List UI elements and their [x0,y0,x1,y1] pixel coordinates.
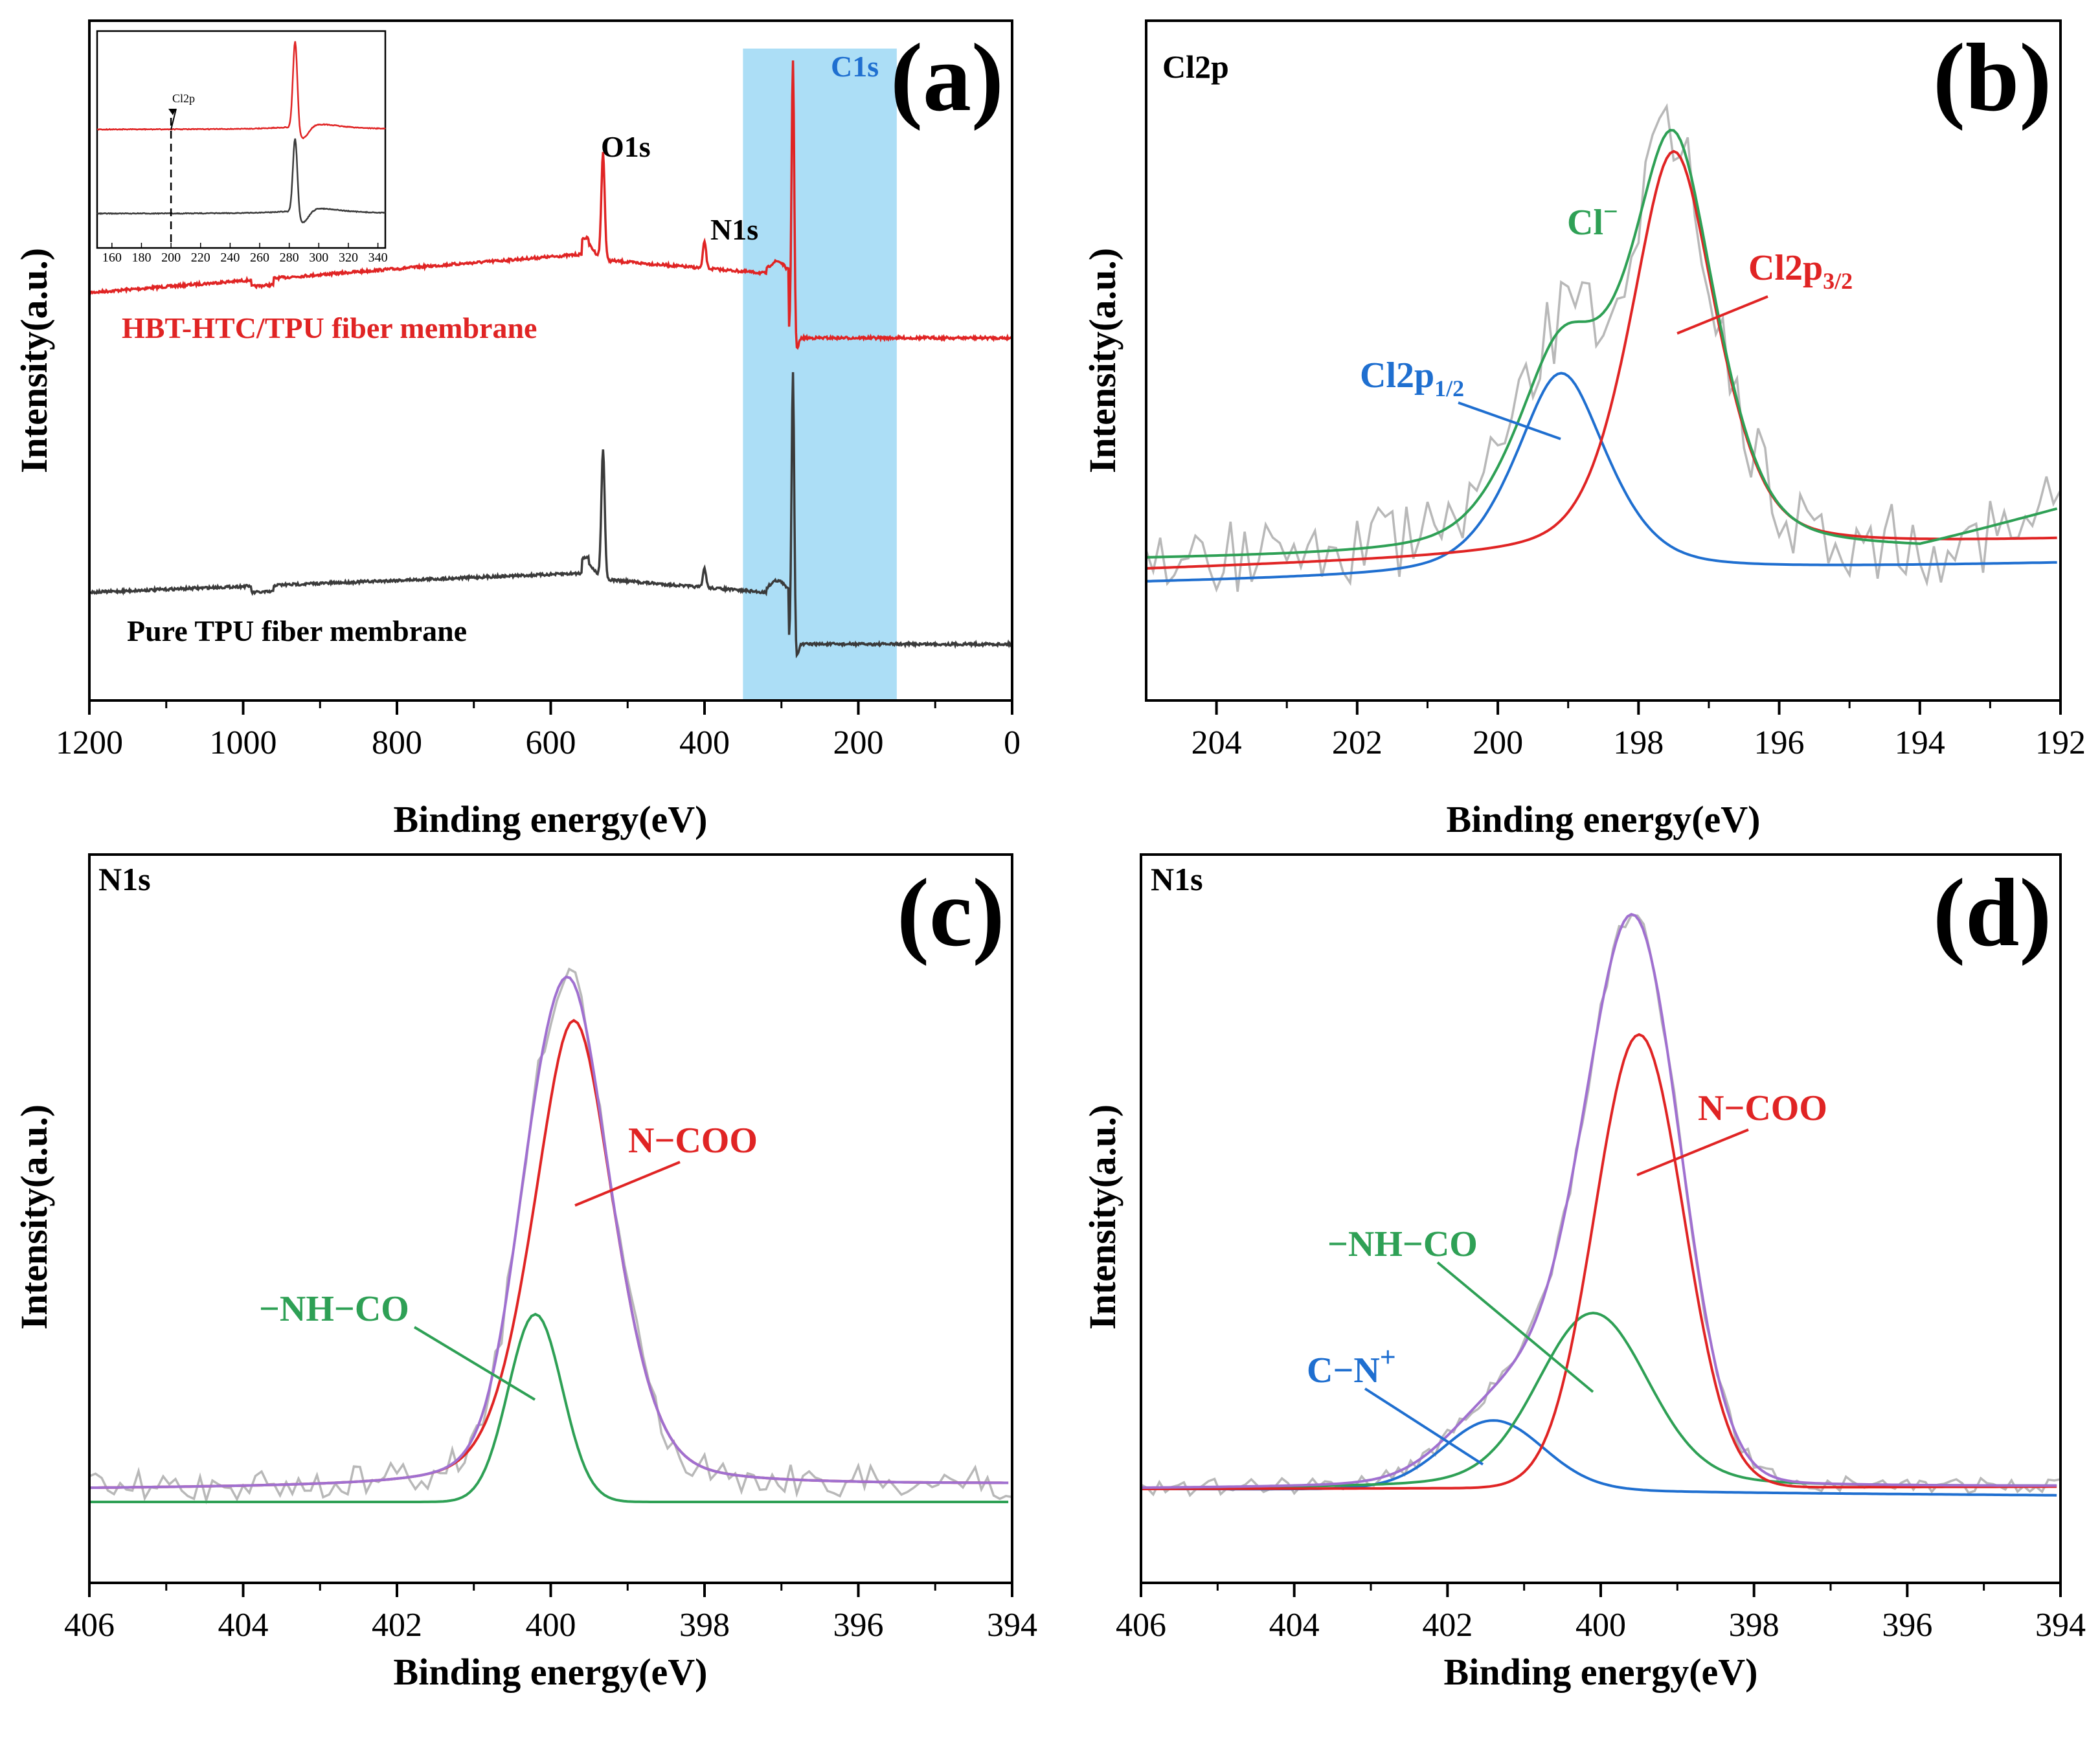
n-coo-label: N−COO [1698,1088,1827,1128]
x-tick-label: 1200 [56,724,123,761]
n1s-envelope-line [89,975,1009,1490]
panel-d-corner-label: N1s [1151,861,1203,897]
panel-d-letter: (d) [1933,859,2051,967]
x-tick-label: 192 [2035,724,2086,761]
x-tick-label: 402 [1422,1607,1473,1644]
x-tick-label: 400 [526,1607,576,1644]
inset-x-tick-label: 200 [161,251,181,265]
c1s-highlight-band [743,49,897,700]
x-tick-label: 200 [1473,724,1523,761]
panel-a-survey-spectrum: 1200 1000 800 600 400 200 0 160 180 200 220 240 260… [13,19,1021,840]
x-tick-label: 398 [1729,1607,1779,1644]
panel-c-x-axis-title: Binding energy(eV) [394,1651,708,1693]
cl2p32-fit-line [1146,150,2057,570]
inset-x-tick-label: 180 [131,251,151,265]
inset-arrow-head [168,109,176,115]
x-tick-label: 600 [526,724,576,761]
panel-b-y-axis-title: Intensity(a.u.) [1081,248,1123,473]
pure-tpu-series-label: Pure TPU fiber membrane [127,614,467,647]
x-tick-label: 396 [1882,1607,1932,1644]
inset-x-tick-label: 260 [250,251,269,265]
x-tick-label: 402 [372,1607,422,1644]
c-n-plus-label: C−N+ [1307,1341,1396,1391]
x-tick-label: 406 [1116,1607,1166,1644]
x-tick-label: 400 [679,724,730,761]
x-tick-label: 394 [2035,1607,2086,1644]
c-n-plus-leader-line [1364,1387,1484,1466]
cl-minus-label: Cl− [1567,197,1618,243]
x-tick-label: 202 [1332,724,1383,761]
x-tick-label: 394 [987,1607,1037,1644]
nh-co-leader-line [413,1326,536,1401]
x-tick-label: 1000 [210,724,277,761]
x-tick-label: 800 [372,724,422,761]
inset-marker-arrow [170,108,177,130]
x-tick-label: 400 [1575,1607,1626,1644]
x-tick-label: 194 [1895,724,1945,761]
nh-co-label: −NH−CO [259,1289,409,1329]
x-tick-label: 396 [833,1607,884,1644]
pure-tpu-survey-line [88,372,1013,659]
n1s-envelope-line [1140,913,2057,1489]
panel-d-n1s-spectrum: 406 404 402 400 398 396 394 N1s (d) N−COO −NH−… [1081,853,2086,1693]
cl2p12-leader-line [1458,401,1561,440]
inset-x-tick-label: 240 [220,251,240,265]
inset-hbt-line [96,41,386,140]
x-tick-label: 406 [64,1607,115,1644]
inset-pure-line [96,138,386,224]
x-tick-label: 204 [1191,724,1242,761]
hbt-htc-tpu-series-label: HBT-HTC/TPU fiber membrane [122,311,537,344]
cl2p32-label: Cl2p3/2 [1748,248,1853,294]
n-coo-leader-line [574,1161,681,1207]
cl-minus-envelope-line [1146,129,2058,559]
panel-a-letter: (a) [890,24,1004,131]
panel-c-corner-label: N1s [98,861,151,897]
panel-d-y-axis-title: Intensity(a.u.) [1081,1104,1123,1330]
n1s-label: N1s [710,213,758,246]
nh-co-label: −NH−CO [1327,1224,1478,1264]
inset-x-tick-label: 300 [309,251,328,265]
x-tick-label: 196 [1754,724,1805,761]
inset-x-tick-label: 340 [368,251,388,265]
panel-c-y-axis-title: Intensity(a.u.) [13,1104,55,1330]
n-coo-fit-line [1141,1033,2057,1490]
panel-b-letter: (b) [1933,24,2051,131]
x-tick-label: 404 [218,1607,269,1644]
x-tick-label: 0 [1004,724,1021,761]
inset-x-tick-label: 280 [280,251,299,265]
cl2p32-leader-line [1677,295,1768,335]
n-coo-label: N−COO [628,1121,758,1161]
inset-x-tick-label: 160 [102,251,122,265]
panel-c-n1s-spectrum: 406 404 402 400 398 396 394 N1s (c) N−COO −NH−… [13,853,1037,1693]
n-coo-leader-line [1636,1128,1749,1176]
panel-b-cl2p-spectrum: 204 202 200 198 196 194 192 Cl2p (b) Cl− Cl2p3… [1081,19,2086,840]
panel-c-letter: (c) [897,859,1004,967]
panel-a-y-axis-title: Intensity(a.u.) [13,248,55,473]
cl2p12-label: Cl2p1/2 [1360,355,1464,401]
nh-co-fit-line [89,1312,1009,1503]
inset-x-tick-label: 220 [191,251,210,265]
cl2p-inset: 160 180 200 220 240 260 280 300 320 340 Cl2p [96,30,388,265]
x-tick-label: 398 [679,1607,730,1644]
inset-frame [96,30,387,249]
inset-cl2p-label: Cl2p [172,92,195,105]
o1s-label: O1s [601,130,651,163]
panel-d-x-axis-title: Binding energy(eV) [1444,1651,1758,1693]
x-tick-label: 404 [1269,1607,1320,1644]
panel-b-frame [1145,19,2062,702]
x-tick-label: 198 [1613,724,1664,761]
inset-x-tick-label: 320 [339,251,358,265]
panel-a-x-axis-title: Binding energy(eV) [394,798,708,840]
cl2p-raw-data-line [1145,103,2062,593]
hbt-htc-tpu-survey-line [88,60,1013,350]
panel-b-x-axis-title: Binding energy(eV) [1447,798,1761,840]
panel-b-corner-label: Cl2p [1162,49,1229,85]
nh-co-leader-line [1436,1261,1594,1393]
x-tick-label: 200 [833,724,884,761]
c1s-label: C1s [831,50,879,83]
